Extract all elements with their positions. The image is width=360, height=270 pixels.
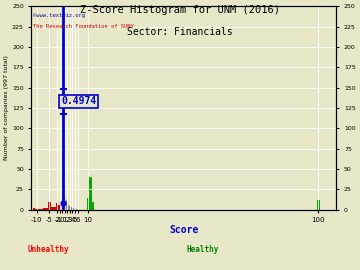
Bar (35, 209, 38, 210)
Bar (53, 207, 56, 210)
Text: Healthy: Healthy (187, 245, 219, 254)
Text: ©www.textbiz.org: ©www.textbiz.org (33, 13, 85, 18)
Text: The Research Foundation of SUNY: The Research Foundation of SUNY (33, 24, 134, 29)
Bar (89, 177, 91, 210)
Bar (48, 202, 51, 210)
Bar (56, 203, 58, 210)
Bar (58, 205, 61, 210)
X-axis label: Score: Score (169, 225, 199, 235)
Y-axis label: Number of companies (997 total): Number of companies (997 total) (4, 56, 9, 160)
Bar (317, 200, 320, 210)
Bar (51, 207, 53, 210)
Bar (38, 209, 40, 210)
Bar (92, 202, 94, 210)
Bar (33, 208, 35, 210)
Bar (40, 209, 43, 210)
Text: 0.4974: 0.4974 (61, 96, 96, 106)
Bar (43, 208, 46, 210)
Text: Sector: Financials: Sector: Financials (127, 27, 233, 37)
Bar (46, 208, 48, 210)
Bar (87, 198, 89, 210)
Text: Unhealthy: Unhealthy (27, 245, 69, 254)
Text: Z-Score Histogram for UNM (2016): Z-Score Histogram for UNM (2016) (80, 5, 280, 15)
